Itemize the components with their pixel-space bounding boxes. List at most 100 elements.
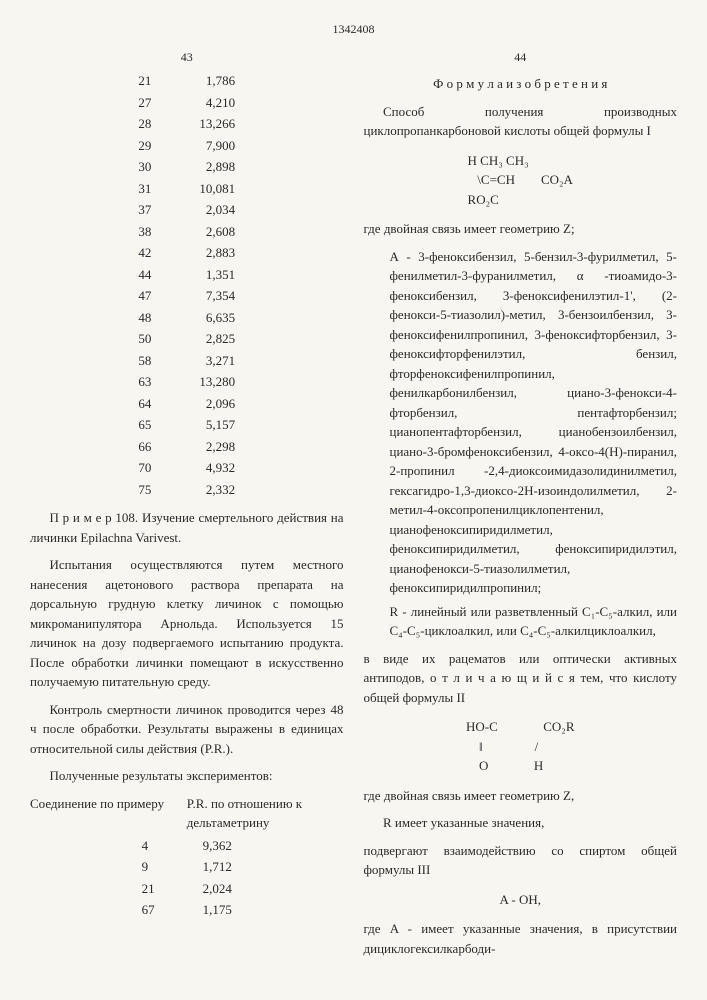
table-row: 302,898 — [120, 156, 253, 178]
table-row: 274,210 — [120, 92, 253, 114]
table-cell: 21 — [124, 878, 185, 900]
table-2: 49,36291,712212,024671,175 — [124, 835, 250, 921]
chemical-formula-1: H CH₃ CH₃ \C=CH CO₂A RO₂C — [364, 151, 678, 210]
formula-heading: Ф о р м у л а и з о б р е т е н и я — [364, 74, 678, 94]
right-para-3: в виде их рацематов или оптически активн… — [364, 649, 678, 708]
table-cell: 64 — [120, 393, 181, 415]
table-2-col2: P.R. по отношению к дельтаметрину — [187, 794, 344, 833]
example-108-title: П р и м е р 108. Изучение смертельного д… — [30, 508, 344, 547]
table-row: 297,900 — [120, 135, 253, 157]
table-cell: 44 — [120, 264, 181, 286]
formula2-line2: ‖ / — [466, 739, 538, 754]
table-row: 704,932 — [120, 457, 253, 479]
formula1-line1: H CH₃ CH₃ — [468, 153, 529, 168]
table-2-col1: Соединение по примеру — [30, 794, 171, 833]
table-cell: 28 — [120, 113, 181, 135]
table-cell: 70 — [120, 457, 181, 479]
table-cell: 48 — [120, 307, 181, 329]
formula1-line2: \C=CH CO₂A — [468, 172, 573, 187]
table-cell: 29 — [120, 135, 181, 157]
right-para-7: где A - имеет указанные значения, в прис… — [364, 919, 678, 958]
table-row: 211,786 — [120, 70, 253, 92]
table-cell: 21 — [120, 70, 181, 92]
table-cell: 75 — [120, 479, 181, 501]
table-row: 2813,266 — [120, 113, 253, 135]
table-cell: 37 — [120, 199, 181, 221]
right-page-num: 44 — [364, 48, 678, 66]
table-cell: 1,351 — [181, 264, 253, 286]
table-row: 91,712 — [124, 856, 250, 878]
table-cell: 7,354 — [181, 285, 253, 307]
table-cell: 7,900 — [181, 135, 253, 157]
table-cell: 65 — [120, 414, 181, 436]
table-cell: 47 — [120, 285, 181, 307]
table-cell: 2,883 — [181, 242, 253, 264]
table-cell: 2,034 — [181, 199, 253, 221]
table-cell: 10,081 — [181, 178, 253, 200]
table-cell: 9 — [124, 856, 185, 878]
table-row: 441,351 — [120, 264, 253, 286]
table-row: 502,825 — [120, 328, 253, 350]
table-cell: 2,024 — [185, 878, 250, 900]
table-cell: 1,175 — [185, 899, 250, 921]
table-cell: 2,825 — [181, 328, 253, 350]
table-cell: 2,608 — [181, 221, 253, 243]
left-column: 43 211,786274,2102813,266297,900302,8983… — [30, 48, 344, 966]
table-cell: 67 — [124, 899, 185, 921]
table-row: 372,034 — [120, 199, 253, 221]
table-cell: 9,362 — [185, 835, 250, 857]
table-2-header: Соединение по примеру P.R. по отношению … — [30, 794, 344, 833]
right-para-6: подвергают взаимодействию со спиртом общ… — [364, 841, 678, 880]
left-page-num: 43 — [30, 48, 344, 66]
table-row: 642,096 — [120, 393, 253, 415]
doc-number: 1342408 — [30, 20, 677, 38]
table-row: 671,175 — [124, 899, 250, 921]
table-row: 477,354 — [120, 285, 253, 307]
table-cell: 38 — [120, 221, 181, 243]
table-cell: 50 — [120, 328, 181, 350]
table-cell: 3,271 — [181, 350, 253, 372]
right-para-2: где двойная связь имеет геометрию Z; — [364, 219, 678, 239]
definition-R: R - линейный или разветвленный C₁-C₅-алк… — [390, 602, 678, 641]
table-row: 662,298 — [120, 436, 253, 458]
table-row: 212,024 — [124, 878, 250, 900]
table-cell: 4,210 — [181, 92, 253, 114]
table-row: 583,271 — [120, 350, 253, 372]
table-cell: 63 — [120, 371, 181, 393]
formula2-line3: O H — [466, 758, 543, 773]
table-cell: 2,096 — [181, 393, 253, 415]
paragraph-3: Полученные результаты экспериментов: — [30, 766, 344, 786]
table-row: 752,332 — [120, 479, 253, 501]
paragraph-2: Контроль смертности личинок проводится ч… — [30, 700, 344, 759]
chemical-formula-3: A - OH, — [364, 890, 678, 910]
table-row: 6313,280 — [120, 371, 253, 393]
right-para-1: Способ получения производных циклопропан… — [364, 102, 678, 141]
table-1: 211,786274,2102813,266297,900302,8983110… — [120, 70, 253, 500]
table-cell: 4 — [124, 835, 185, 857]
formula2-line1: HO-C CO₂R — [466, 719, 575, 734]
table-cell: 13,266 — [181, 113, 253, 135]
chemical-formula-2: HO-C CO₂R ‖ / O H — [364, 717, 678, 776]
table-cell: 27 — [120, 92, 181, 114]
table-row: 382,608 — [120, 221, 253, 243]
formula1-line3: RO₂C — [468, 192, 499, 207]
right-column: 44 Ф о р м у л а и з о б р е т е н и я С… — [364, 48, 678, 966]
table-cell: 4,932 — [181, 457, 253, 479]
table-cell: 30 — [120, 156, 181, 178]
table-cell: 42 — [120, 242, 181, 264]
table-cell: 58 — [120, 350, 181, 372]
table-cell: 66 — [120, 436, 181, 458]
table-row: 422,883 — [120, 242, 253, 264]
right-para-4: где двойная связь имеет геометрию Z, — [364, 786, 678, 806]
table-cell: 2,298 — [181, 436, 253, 458]
table-row: 49,362 — [124, 835, 250, 857]
right-para-5: R имеет указанные значения, — [364, 813, 678, 833]
table-row: 3110,081 — [120, 178, 253, 200]
table-cell: 6,635 — [181, 307, 253, 329]
table-cell: 1,712 — [185, 856, 250, 878]
table-cell: 31 — [120, 178, 181, 200]
table-cell: 2,898 — [181, 156, 253, 178]
paragraph-1: Испытания осуществляются путем местного … — [30, 555, 344, 692]
definition-A: А - 3-феноксибензил, 5-бензил-3-фурилмет… — [390, 247, 678, 598]
table-cell: 2,332 — [181, 479, 253, 501]
